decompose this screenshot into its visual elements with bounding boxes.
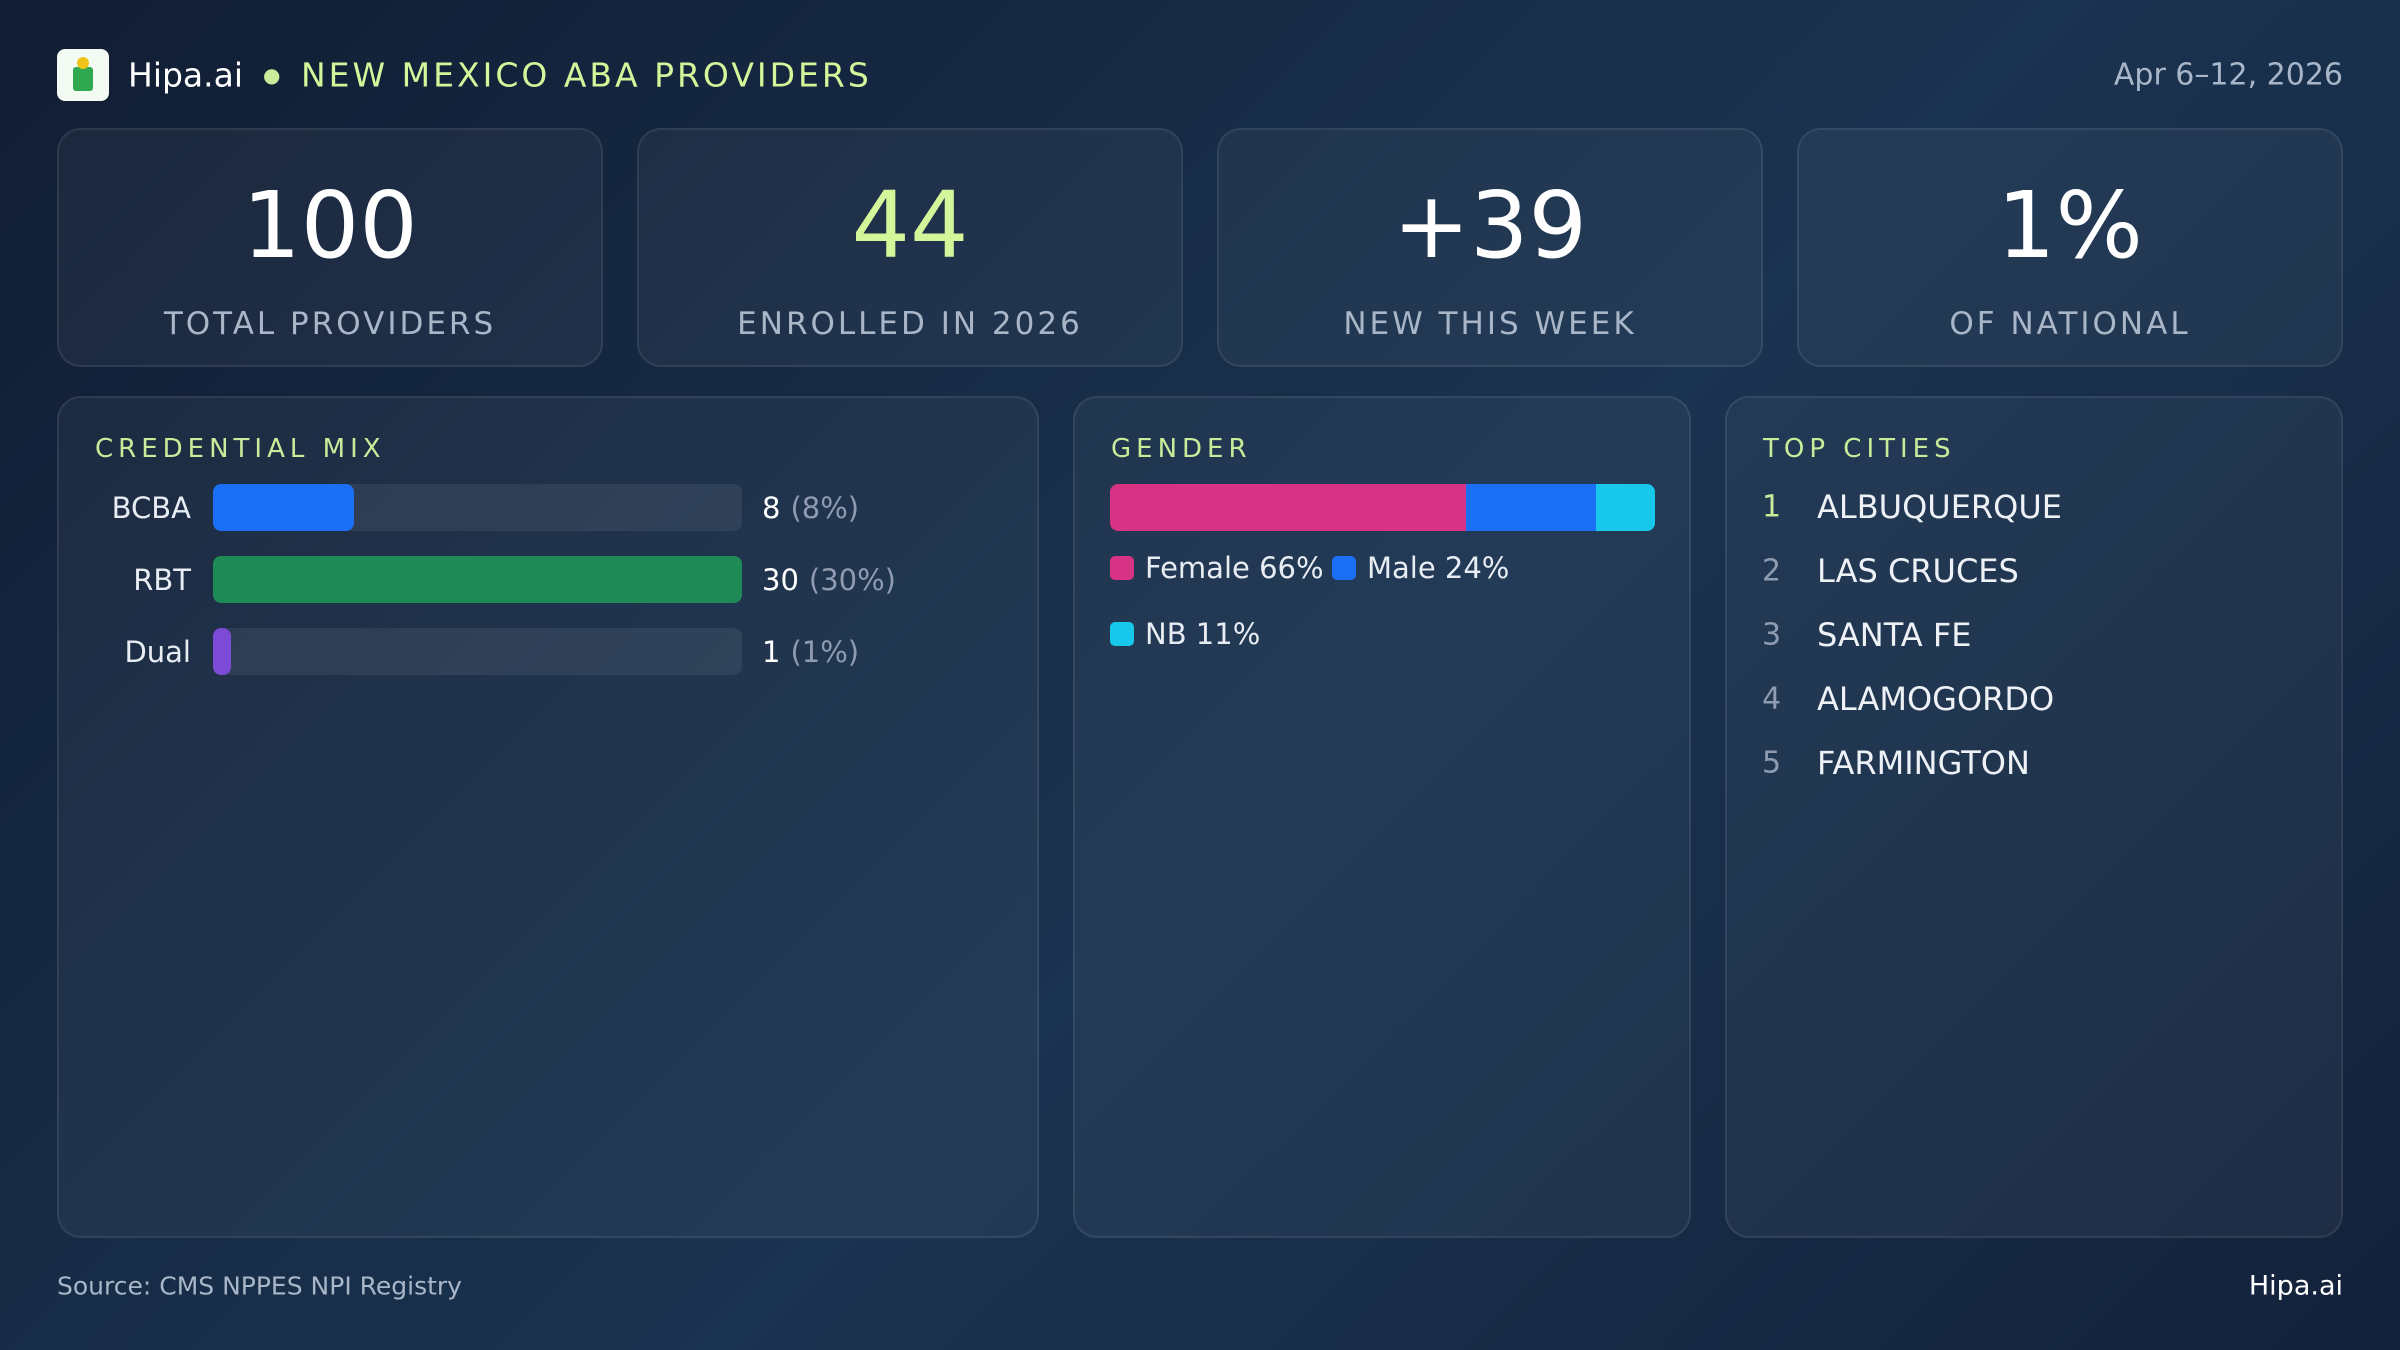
city-rank: 5 bbox=[1762, 745, 1782, 781]
credential-panel: CREDENTIAL MIX bbox=[57, 396, 1039, 1238]
city-rank: 3 bbox=[1762, 617, 1782, 653]
city-name: ALBUQUERQUE bbox=[1817, 488, 2062, 526]
footer-brand: Hipa.ai bbox=[2248, 1270, 2343, 1302]
gender-panel: GENDER bbox=[1073, 396, 1691, 1238]
city-rank: 2 bbox=[1762, 553, 1782, 589]
bar-segment bbox=[1110, 484, 1467, 531]
city-name: SANTA FE bbox=[1817, 616, 1972, 654]
bar-label: RBT bbox=[133, 563, 191, 597]
kpi-value: 1% bbox=[1997, 172, 2143, 279]
bar bbox=[213, 556, 742, 603]
value-label: 1 bbox=[762, 635, 781, 669]
city-name: ALAMOGORDO bbox=[1817, 680, 2055, 718]
logo bbox=[57, 49, 109, 101]
bar-label: Dual bbox=[124, 635, 191, 669]
kpi-card: 1% OF NATIONAL bbox=[1797, 128, 2343, 367]
kpi-label: ENROLLED IN 2026 bbox=[737, 306, 1083, 342]
kpi-card: 44 ENROLLED IN 2026 bbox=[637, 128, 1183, 367]
legend-label: Male 24% bbox=[1367, 551, 1510, 585]
kpi-card: +39 NEW THIS WEEK bbox=[1217, 128, 1763, 367]
kpi-value: +39 bbox=[1392, 172, 1588, 279]
kpi-value: 44 bbox=[851, 172, 969, 279]
percent-label: (8%) bbox=[790, 491, 860, 525]
bar-track bbox=[213, 628, 742, 675]
bar-segment bbox=[1466, 484, 1596, 531]
bar-value: 8 (8%) bbox=[762, 491, 859, 525]
city-rank: 4 bbox=[1762, 681, 1782, 717]
bar bbox=[213, 484, 355, 531]
legend-swatch bbox=[1110, 556, 1134, 580]
kpi-label: NEW THIS WEEK bbox=[1343, 306, 1637, 342]
kpi-label: TOTAL PROVIDERS bbox=[163, 306, 497, 342]
date-range: Apr 6–12, 2026 bbox=[2113, 57, 2343, 93]
brand: Hipa.ai bbox=[128, 55, 244, 95]
value-label: 8 bbox=[762, 491, 781, 525]
city-rank: 1 bbox=[1762, 489, 1782, 525]
panel-title: CREDENTIAL MIX bbox=[95, 434, 386, 464]
source: Source: CMS NPPES NPI Registry bbox=[57, 1271, 462, 1301]
logo-icon bbox=[73, 57, 93, 91]
panel-title: TOP CITIES bbox=[1763, 434, 1956, 464]
legend-label: NB 11% bbox=[1145, 617, 1261, 651]
bar bbox=[213, 628, 231, 675]
separator-dot: ● bbox=[263, 63, 281, 87]
bar-value: 30 (30%) bbox=[762, 563, 896, 597]
bar-segment bbox=[1595, 484, 1655, 531]
kpi-card: 100 TOTAL PROVIDERS bbox=[57, 128, 603, 367]
legend-swatch bbox=[1332, 556, 1356, 580]
cities-panel: TOP CITIES bbox=[1725, 396, 2343, 1238]
percent-label: (1%) bbox=[790, 635, 860, 669]
bar-value: 1 (1%) bbox=[762, 635, 859, 669]
city-name: LAS CRUCES bbox=[1817, 552, 2019, 590]
kpi-label: OF NATIONAL bbox=[1949, 306, 2191, 342]
kpi-value: 100 bbox=[242, 172, 418, 279]
legend-label: Female 66% bbox=[1145, 551, 1324, 585]
bar-label: BCBA bbox=[111, 491, 191, 525]
value-label: 30 bbox=[762, 563, 799, 597]
percent-label: (30%) bbox=[808, 563, 896, 597]
page-title: NEW MEXICO ABA PROVIDERS bbox=[301, 55, 872, 95]
stacked-bar bbox=[1110, 484, 1655, 531]
city-name: FARMINGTON bbox=[1817, 744, 2030, 782]
legend-swatch bbox=[1110, 622, 1134, 646]
panel-title: GENDER bbox=[1111, 434, 1252, 464]
